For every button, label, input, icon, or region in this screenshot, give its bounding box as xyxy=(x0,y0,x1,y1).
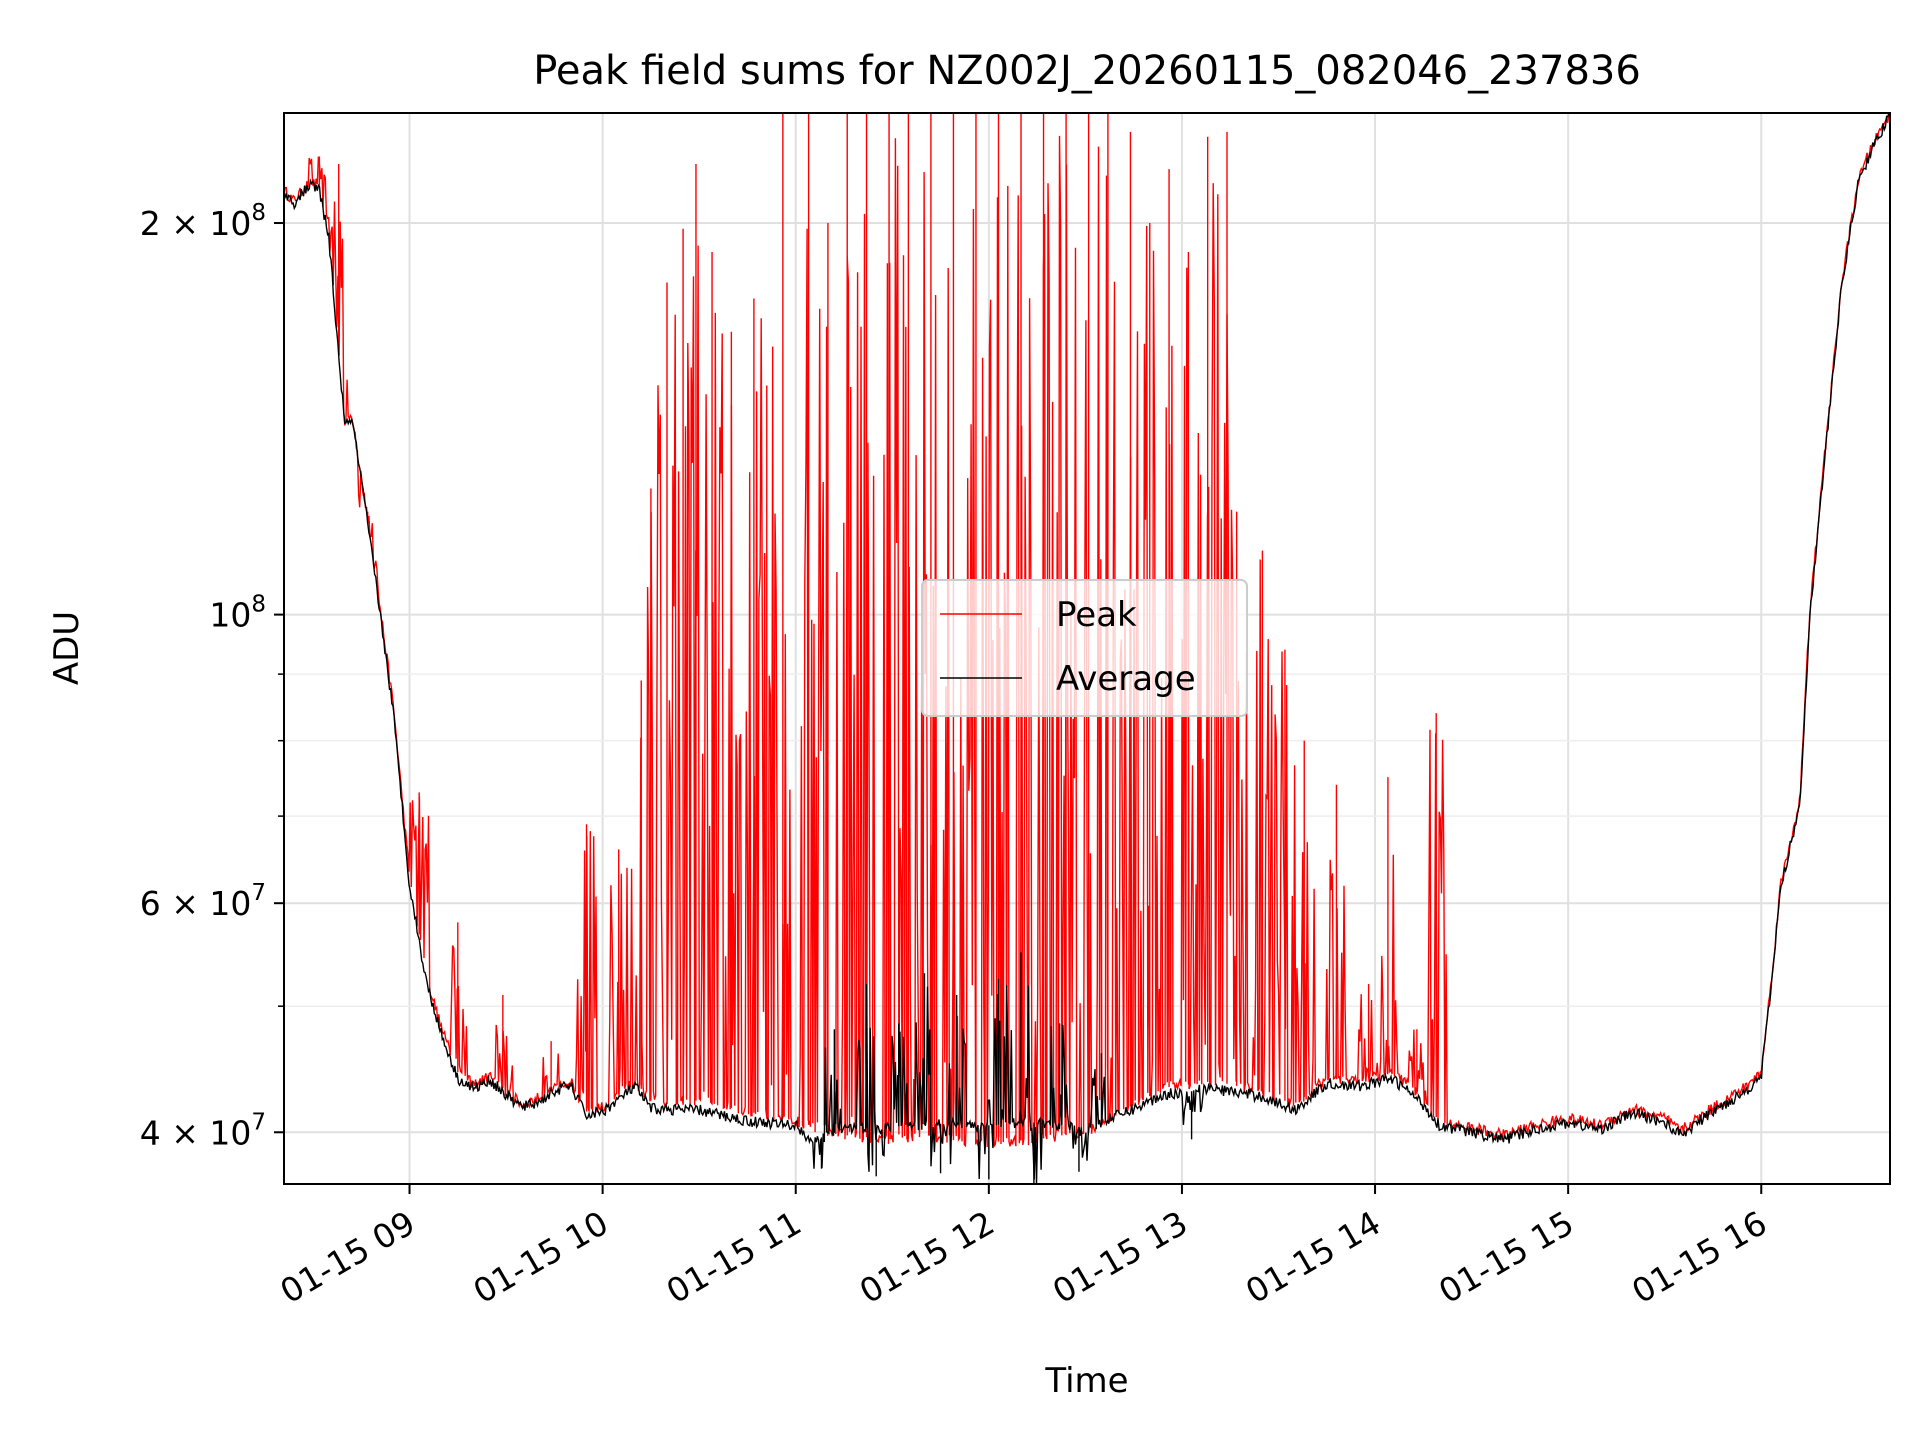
chart-title: Peak field sums for NZ002J_20260115_0820… xyxy=(533,48,1641,94)
plot-frame xyxy=(283,112,1891,1185)
legend: Peak Average xyxy=(921,579,1248,717)
legend-peak-label: Peak xyxy=(1056,595,1137,635)
y-tick-label: 2 × 108 xyxy=(140,200,266,243)
y-tick-label: 6 × 107 xyxy=(140,880,266,923)
legend-average-label: Average xyxy=(1056,659,1196,699)
series-line-average xyxy=(284,113,1890,1184)
y-axis-label: ADU xyxy=(47,611,87,685)
y-tick-label: 4 × 107 xyxy=(140,1109,266,1152)
x-axis-label: Time xyxy=(1044,1361,1128,1401)
y-tick-label: 108 xyxy=(209,592,266,635)
